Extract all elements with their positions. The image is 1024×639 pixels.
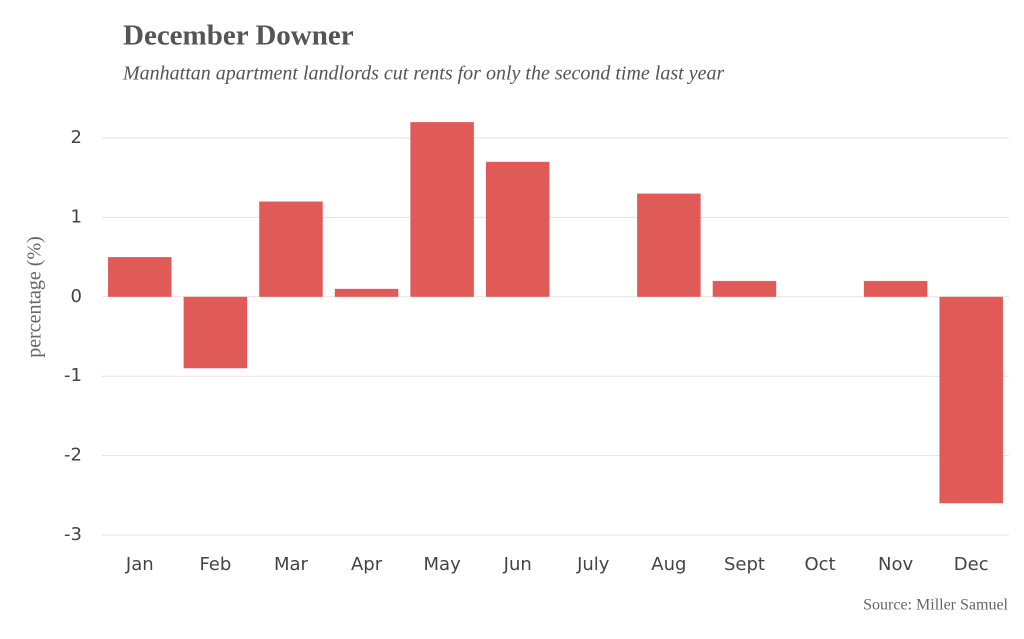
chart-subtitle: Manhattan apartment landlords cut rents … [122,63,724,85]
y-tick-label: 0 [71,286,82,307]
bar [485,161,550,297]
y-tick-label: -2 [64,445,82,466]
bar [334,288,399,297]
bar [712,280,777,297]
x-tick-label: Apr [351,554,383,575]
chart-title: December Downer [123,20,354,52]
x-tick-label: Sept [724,554,765,575]
x-tick-label: May [424,554,462,575]
x-tick-label: Jun [503,554,532,575]
bar [939,296,1003,504]
x-tick-label: Aug [651,554,686,575]
source: Source: Miller Samuel [863,597,1008,614]
y-tick-label: -1 [64,365,82,386]
bar [637,193,701,297]
x-tick-label: Jan [125,554,154,575]
bar [108,257,172,297]
y-tick-label: 1 [71,206,82,227]
bar [863,280,928,297]
y-tick-label: -3 [64,524,82,545]
x-tick-label: Feb [199,554,231,575]
x-tick-label: Oct [804,554,835,575]
x-tick-label: Nov [878,554,913,575]
x-tick-label: Mar [274,554,309,575]
x-tick-label: July [576,554,610,575]
bar [410,122,474,297]
y-axis-label: percentage (%) [24,236,46,358]
bar [183,296,248,369]
y-tick-label: 2 [71,127,82,148]
bar [259,201,323,297]
x-tick-label: Dec [954,554,989,575]
